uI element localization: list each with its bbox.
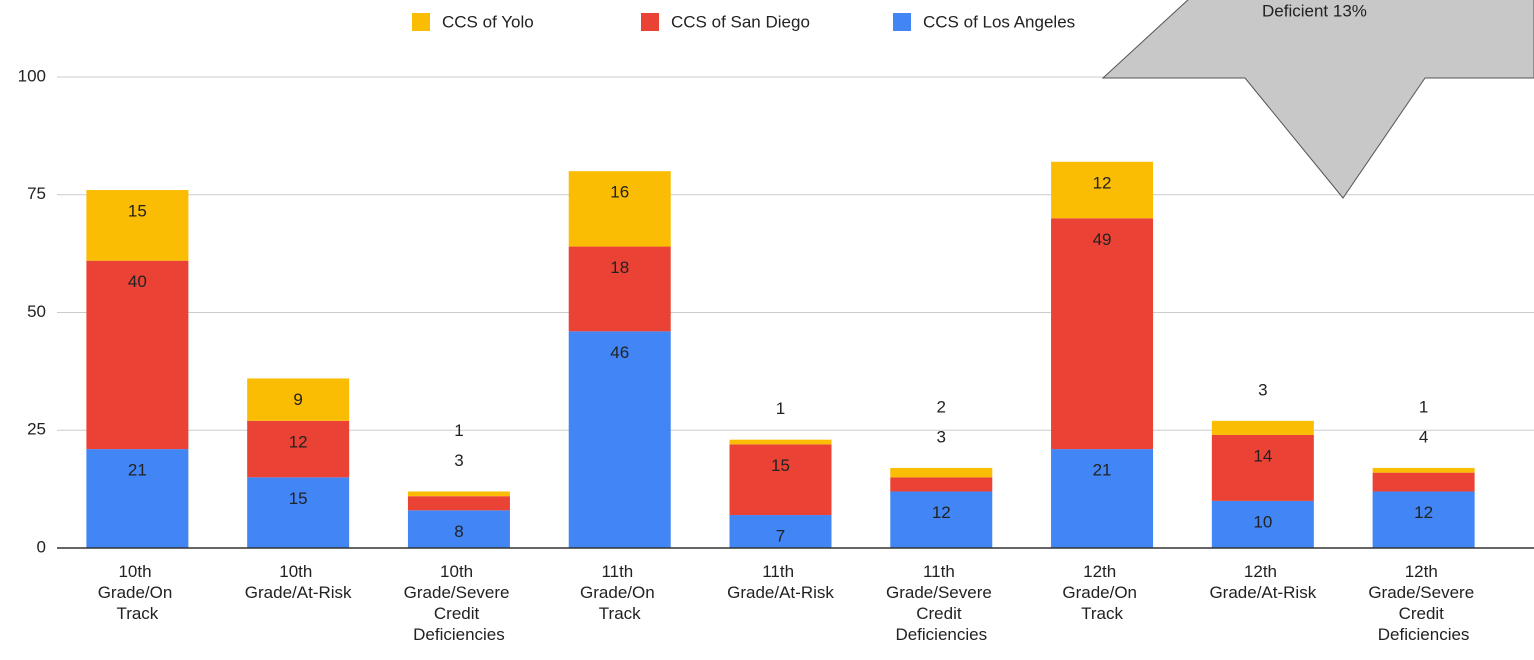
value-label: 18 xyxy=(610,258,629,277)
bar-segment xyxy=(568,331,671,548)
bar-segment xyxy=(568,246,671,332)
bar-segment xyxy=(407,510,510,548)
x-tick-label: 12th Grade/At-Risk xyxy=(1209,562,1316,602)
bar-segment xyxy=(1211,500,1314,548)
callout xyxy=(1101,0,1534,199)
value-label: 1 xyxy=(1419,397,1428,416)
value-label: 12 xyxy=(932,503,951,522)
legend-swatch xyxy=(893,13,911,31)
value-label: 15 xyxy=(128,202,147,221)
value-label: 21 xyxy=(1093,461,1112,480)
value-label: 12 xyxy=(1414,503,1433,522)
value-label: 16 xyxy=(610,183,629,202)
x-tick-label: 10th Grade/At-Risk xyxy=(245,562,352,602)
value-label: 40 xyxy=(128,272,147,291)
value-label: 1 xyxy=(454,421,463,440)
value-label: 8 xyxy=(454,522,463,541)
bar-segment xyxy=(1372,472,1475,492)
bar-segment xyxy=(890,467,993,478)
legend-swatch xyxy=(412,13,430,31)
bar-segment xyxy=(729,515,832,548)
value-label: 12 xyxy=(1093,173,1112,192)
x-tick-label: 11th Grade/At-Risk xyxy=(727,562,834,602)
x-tick-label: 10th Grade/Severe Credit Deficiencies xyxy=(404,562,515,644)
bar-segment xyxy=(1372,491,1475,548)
legend-swatch xyxy=(641,13,659,31)
bar-segment xyxy=(247,477,350,548)
bar-segment xyxy=(1211,434,1314,501)
bar-segment xyxy=(729,439,832,445)
value-label: 9 xyxy=(293,390,302,409)
value-label: 3 xyxy=(937,427,946,446)
value-label: 7 xyxy=(776,527,785,546)
value-label: 2 xyxy=(937,397,946,416)
value-label: 49 xyxy=(1093,230,1112,249)
x-tick-label: 12th Grade/On Track xyxy=(1062,562,1141,623)
bar-segment xyxy=(568,171,671,247)
bar-segment xyxy=(890,477,993,492)
y-tick-label: 50 xyxy=(27,302,46,321)
value-label: 3 xyxy=(454,451,463,470)
bar-segment xyxy=(1372,467,1475,473)
x-tick-label: 11th Grade/Severe Credit Deficiencies xyxy=(886,562,997,644)
value-label: 4 xyxy=(1419,427,1428,446)
bar-segment xyxy=(1051,449,1154,548)
bar-segment xyxy=(1051,161,1154,219)
value-label: 21 xyxy=(128,461,147,480)
value-label: 15 xyxy=(771,456,790,475)
bar-segment xyxy=(890,491,993,548)
bar-segment xyxy=(407,496,510,511)
y-tick-label: 0 xyxy=(37,537,46,556)
callout-text: Deficient 13% xyxy=(1262,1,1367,20)
bar-segment xyxy=(1211,420,1314,435)
bar-segment xyxy=(86,190,189,261)
y-tick-label: 75 xyxy=(27,184,46,203)
value-label: 1 xyxy=(776,399,785,418)
bar-segment xyxy=(86,449,189,548)
value-label: 14 xyxy=(1253,446,1272,465)
bar-segment xyxy=(247,420,350,478)
value-label: 10 xyxy=(1253,512,1272,531)
bar-segment xyxy=(1051,218,1154,450)
value-label: 12 xyxy=(289,432,308,451)
legend-label: CCS of San Diego xyxy=(671,12,810,31)
x-tick-label: 12th Grade/Severe Credit Deficiencies xyxy=(1368,562,1479,644)
y-tick-label: 25 xyxy=(27,420,46,439)
value-label: 3 xyxy=(1258,380,1267,399)
value-label: 15 xyxy=(289,489,308,508)
x-tick-label: 10th Grade/On Track xyxy=(98,562,177,623)
bar-segment xyxy=(86,260,189,450)
bar-segment xyxy=(729,444,832,516)
legend-label: CCS of Los Angeles xyxy=(923,12,1075,31)
x-tick-label: 11th Grade/On Track xyxy=(580,562,659,623)
bar-segment xyxy=(407,491,510,497)
bar-segment xyxy=(247,378,350,421)
y-tick-label: 100 xyxy=(18,66,46,85)
value-label: 46 xyxy=(610,343,629,362)
legend-label: CCS of Yolo xyxy=(442,12,534,31)
